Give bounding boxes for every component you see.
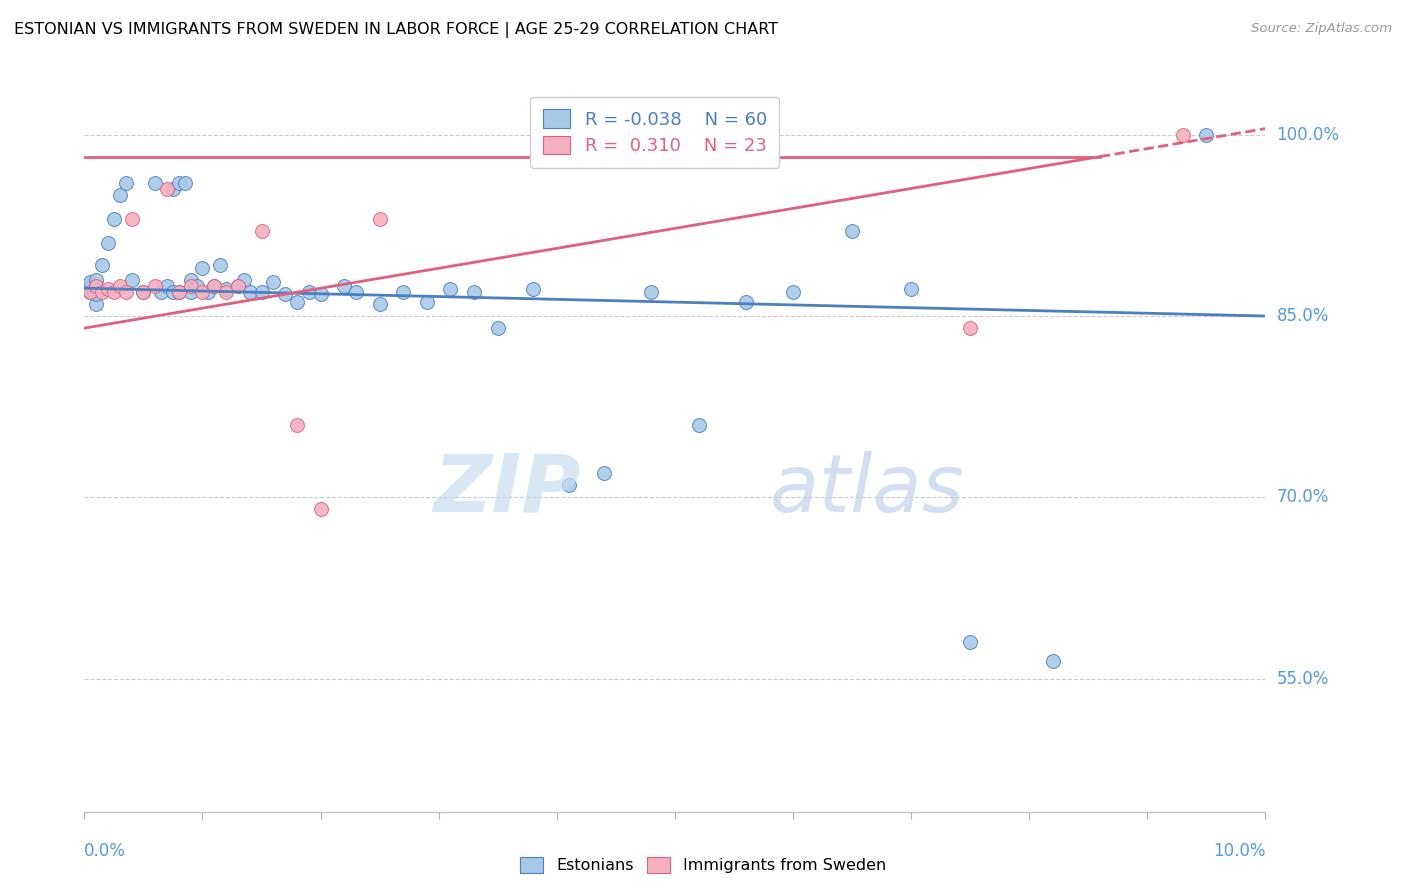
Point [167,285,190,299]
Point [156,278,179,293]
Text: ESTONIAN VS IMMIGRANTS FROM SWEDEN IN LABOR FORCE | AGE 25-29 CORRELATION CHART: ESTONIAN VS IMMIGRANTS FROM SWEDEN IN LA… [14,22,778,38]
Point [97,282,120,296]
Point [97,236,120,251]
Point [143,176,166,190]
Point [439,282,461,296]
Point [368,212,391,227]
Point [79,285,101,299]
Point [84,287,107,301]
Point [132,285,155,299]
Point [215,285,238,299]
Point [959,635,981,649]
Point [309,502,332,516]
Point [640,285,662,299]
Point [173,176,195,190]
Point [344,285,367,299]
Point [309,287,332,301]
Point [186,278,208,293]
Point [191,260,214,275]
Point [215,282,238,296]
Point [202,278,225,293]
Point [522,282,544,296]
Text: ZIP: ZIP [433,450,581,529]
Point [191,285,214,299]
Point [239,285,262,299]
Legend: Estonians, Immigrants from Sweden: Estonians, Immigrants from Sweden [513,850,893,880]
Point [734,294,756,309]
Point [167,176,190,190]
Point [91,285,114,299]
Point [121,212,143,227]
Point [91,258,114,272]
Point [180,285,202,299]
Point [688,417,710,432]
Point [162,285,184,299]
Point [167,285,190,299]
Point [108,278,131,293]
Point [250,224,273,238]
Point [209,258,232,272]
Point [121,273,143,287]
Point [463,285,485,299]
Point [298,285,321,299]
Point [232,273,254,287]
Text: 70.0%: 70.0% [1277,489,1329,507]
Point [132,285,155,299]
Point [1171,128,1194,142]
Text: 85.0%: 85.0% [1277,307,1329,325]
Point [782,285,804,299]
Point [79,282,101,296]
Point [114,285,136,299]
Point [285,417,308,432]
Point [841,224,863,238]
Text: 10.0%: 10.0% [1213,842,1265,860]
Point [143,278,166,293]
Point [79,280,101,294]
Point [103,285,125,299]
Point [79,275,101,289]
Point [959,321,981,335]
Point [84,297,107,311]
Point [285,294,308,309]
Point [368,297,391,311]
Legend: R = -0.038    N = 60, R =  0.310    N = 23: R = -0.038 N = 60, R = 0.310 N = 23 [530,96,779,168]
Point [156,182,179,196]
Point [84,278,107,293]
Point [262,275,284,289]
Point [250,285,273,299]
Text: atlas: atlas [769,450,965,529]
Point [226,278,249,293]
Text: 100.0%: 100.0% [1277,126,1340,144]
Point [108,188,131,202]
Text: Source: ZipAtlas.com: Source: ZipAtlas.com [1251,22,1392,36]
Point [557,478,579,492]
Point [202,278,225,293]
Point [226,278,249,293]
Text: 55.0%: 55.0% [1277,670,1329,688]
Point [103,212,125,227]
Point [180,273,202,287]
Point [1195,128,1218,142]
Point [162,182,184,196]
Point [900,282,922,296]
Point [392,285,415,299]
Point [486,321,509,335]
Point [197,285,219,299]
Point [1042,654,1064,668]
Point [79,285,101,299]
Point [150,285,173,299]
Point [416,294,439,309]
Point [180,278,202,293]
Point [593,466,616,480]
Point [114,176,136,190]
Point [79,277,101,292]
Point [274,287,297,301]
Point [333,278,356,293]
Text: 0.0%: 0.0% [84,842,127,860]
Point [84,273,107,287]
